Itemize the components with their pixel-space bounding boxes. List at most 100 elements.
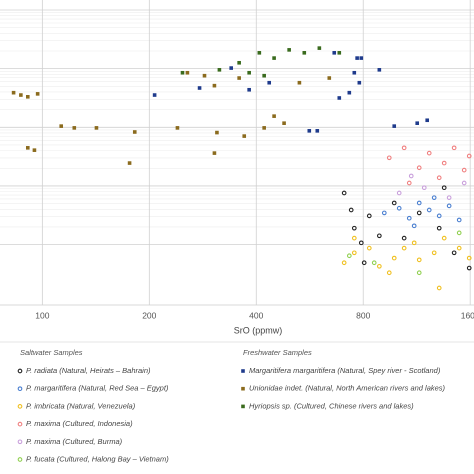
point xyxy=(257,51,262,55)
point xyxy=(441,160,447,166)
point xyxy=(366,213,372,219)
legend-marker xyxy=(241,404,245,409)
legend-marker xyxy=(17,404,23,409)
x-tick-label: 1600 xyxy=(461,310,474,320)
point xyxy=(180,70,185,75)
point xyxy=(396,190,402,196)
point xyxy=(416,270,422,276)
point xyxy=(348,207,354,213)
legend-label: Unionidae indet. (Natural, North America… xyxy=(249,384,446,393)
point xyxy=(406,180,412,186)
point xyxy=(127,161,132,165)
point xyxy=(377,68,382,72)
point xyxy=(327,76,332,80)
legend-marker xyxy=(17,421,23,427)
point xyxy=(401,145,407,151)
legend-label: P. radiata (Natural, Heirats – Bahrain) xyxy=(26,366,151,375)
point xyxy=(391,255,397,261)
point xyxy=(376,263,382,269)
point xyxy=(416,200,422,206)
legend-label: Margaritifera margaritifera (Natural, Sp… xyxy=(249,366,441,375)
point xyxy=(401,245,407,251)
point xyxy=(386,270,392,276)
legend-label: P. margaritifera (Natural, Red Sea – Egy… xyxy=(26,384,169,393)
point xyxy=(35,92,40,96)
point xyxy=(282,121,286,125)
point xyxy=(229,66,233,70)
point xyxy=(242,134,247,138)
point xyxy=(408,173,414,179)
point xyxy=(406,215,412,221)
point xyxy=(446,203,452,209)
point xyxy=(436,225,442,231)
point xyxy=(391,200,397,206)
point xyxy=(307,129,312,133)
point xyxy=(215,130,219,135)
point xyxy=(337,51,342,55)
point xyxy=(272,56,276,60)
point xyxy=(361,260,367,266)
legend-marker xyxy=(241,369,245,373)
point xyxy=(358,240,364,246)
point xyxy=(32,148,37,152)
legend-marker xyxy=(17,368,23,374)
point xyxy=(451,145,457,151)
point xyxy=(376,233,382,239)
point xyxy=(341,190,347,196)
point xyxy=(351,235,357,241)
point xyxy=(381,210,387,216)
point xyxy=(175,126,180,130)
point xyxy=(315,129,320,133)
point xyxy=(337,96,342,100)
point xyxy=(25,146,30,150)
point xyxy=(11,90,16,95)
point xyxy=(456,230,462,236)
point xyxy=(421,185,427,191)
point xyxy=(351,250,357,256)
point xyxy=(72,126,77,130)
point xyxy=(25,94,30,99)
point xyxy=(262,73,266,78)
point xyxy=(386,155,392,161)
point xyxy=(441,185,447,191)
legend-marker xyxy=(17,457,23,462)
legend-marker xyxy=(17,386,23,392)
legend-label: P. maxima (Cultured, Indonesia) xyxy=(26,419,133,428)
point xyxy=(217,68,222,72)
legend-label: P. fucata (Cultured, Halong Bay – Vietna… xyxy=(26,454,169,463)
point xyxy=(401,235,407,241)
legend-heading: Freshwater Samples xyxy=(243,348,312,357)
legend-label: Hyriopsis sp. (Cultured, Chinese rivers … xyxy=(249,401,414,410)
point xyxy=(352,70,357,75)
point xyxy=(302,51,307,55)
x-tick-label: 100 xyxy=(35,310,49,320)
point xyxy=(446,195,452,201)
point xyxy=(247,70,251,75)
point xyxy=(431,250,437,256)
point xyxy=(341,260,347,266)
point xyxy=(202,73,207,78)
point xyxy=(466,153,472,159)
point xyxy=(416,257,422,263)
point xyxy=(436,285,442,291)
point xyxy=(19,93,23,97)
point xyxy=(297,80,302,85)
point xyxy=(411,240,417,246)
point xyxy=(456,245,462,251)
point xyxy=(461,167,467,173)
point xyxy=(426,207,432,213)
point xyxy=(411,223,417,229)
point xyxy=(347,90,352,95)
point xyxy=(212,83,217,88)
point xyxy=(212,151,217,155)
point xyxy=(392,124,397,128)
legend-marker xyxy=(17,439,23,445)
point xyxy=(426,150,432,156)
point xyxy=(425,118,430,123)
point xyxy=(436,213,442,219)
legend-label: P. imbricata (Natural, Venezuela) xyxy=(26,401,136,410)
point xyxy=(366,245,372,251)
point xyxy=(466,265,472,271)
